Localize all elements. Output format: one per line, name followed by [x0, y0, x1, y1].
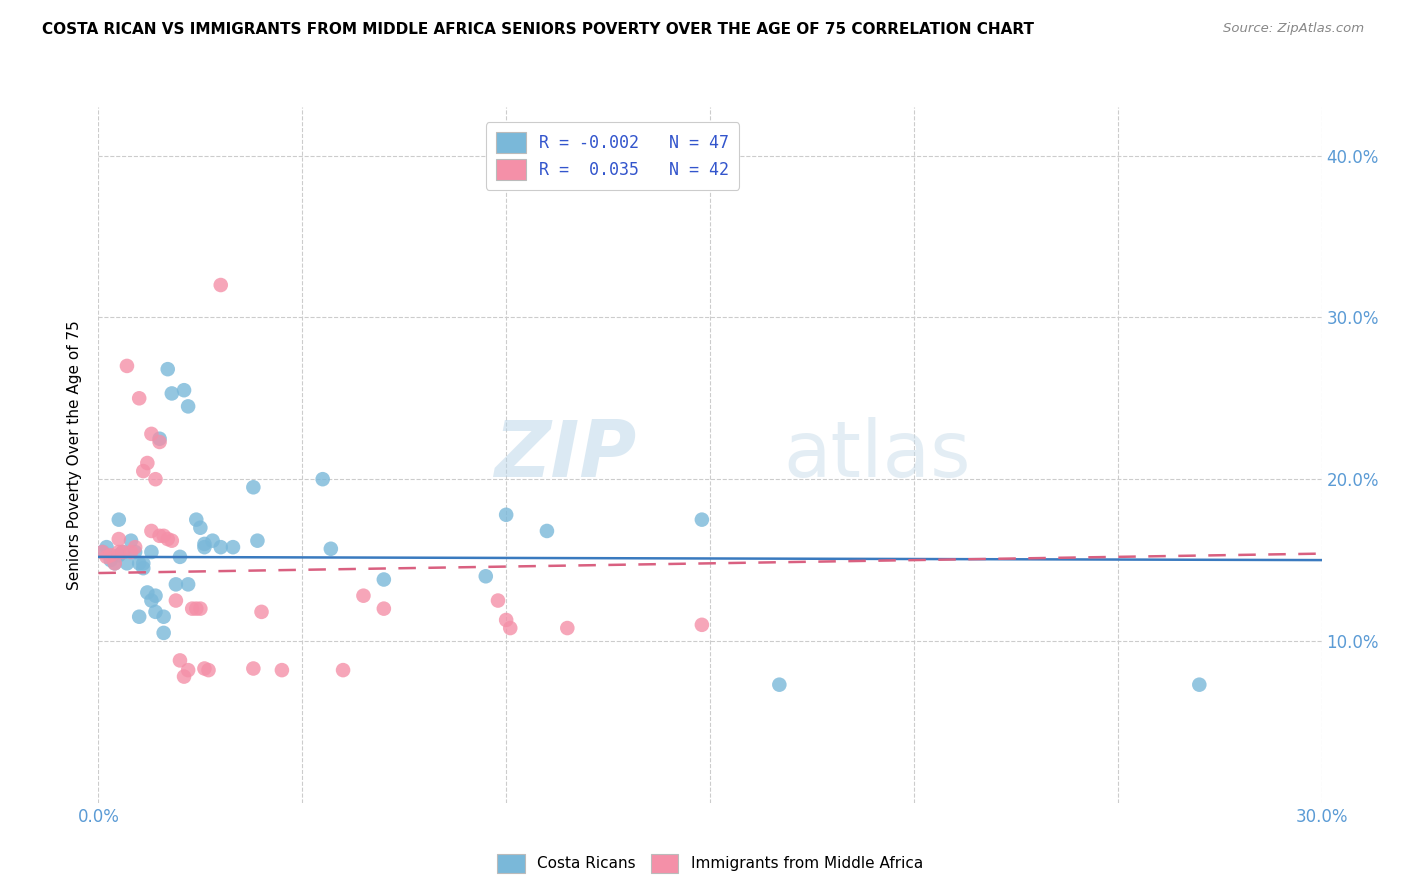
Point — [242, 661, 264, 675]
Point — [486, 593, 509, 607]
Text: atlas: atlas — [783, 417, 972, 493]
Point — [495, 508, 517, 522]
Point — [177, 577, 200, 591]
Point — [201, 533, 224, 548]
Point — [100, 548, 122, 562]
Point — [332, 663, 354, 677]
Point — [132, 561, 155, 575]
Point — [186, 513, 208, 527]
Point — [250, 605, 273, 619]
Point — [188, 601, 212, 615]
Text: COSTA RICAN VS IMMIGRANTS FROM MIDDLE AFRICA SENIORS POVERTY OVER THE AGE OF 75 : COSTA RICAN VS IMMIGRANTS FROM MIDDLE AF… — [42, 22, 1035, 37]
Point — [193, 540, 215, 554]
Point — [120, 545, 142, 559]
Point — [91, 545, 114, 559]
Point — [474, 569, 498, 583]
Point — [124, 545, 146, 559]
Point — [690, 617, 713, 632]
Point — [145, 472, 167, 486]
Point — [136, 456, 159, 470]
Point — [132, 557, 155, 571]
Point — [96, 549, 118, 564]
Point — [186, 601, 208, 615]
Point — [246, 533, 269, 548]
Point — [222, 540, 245, 554]
Point — [193, 661, 215, 675]
Point — [141, 593, 163, 607]
Point — [128, 392, 150, 406]
Point — [141, 426, 163, 441]
Point — [108, 545, 131, 559]
Point — [141, 545, 163, 559]
Point — [209, 540, 232, 554]
Point — [108, 513, 131, 527]
Point — [197, 663, 219, 677]
Point — [495, 613, 517, 627]
Point — [173, 670, 195, 684]
Point — [177, 400, 200, 414]
Point — [319, 541, 342, 556]
Point — [152, 626, 174, 640]
Text: ZIP: ZIP — [495, 417, 637, 493]
Point — [209, 278, 232, 293]
Point — [96, 540, 118, 554]
Point — [270, 663, 294, 677]
Point — [188, 521, 212, 535]
Point — [160, 386, 183, 401]
Point — [132, 464, 155, 478]
Legend: Costa Ricans, Immigrants from Middle Africa: Costa Ricans, Immigrants from Middle Afr… — [491, 847, 929, 879]
Point — [165, 593, 187, 607]
Point — [193, 537, 215, 551]
Point — [149, 434, 172, 449]
Point — [181, 601, 204, 615]
Point — [152, 609, 174, 624]
Point — [104, 557, 127, 571]
Point — [136, 585, 159, 599]
Point — [373, 601, 395, 615]
Point — [169, 653, 191, 667]
Point — [177, 663, 200, 677]
Point — [115, 359, 138, 373]
Point — [156, 362, 179, 376]
Point — [768, 678, 790, 692]
Y-axis label: Seniors Poverty Over the Age of 75: Seniors Poverty Over the Age of 75 — [67, 320, 83, 590]
Point — [111, 545, 134, 559]
Point — [1188, 678, 1211, 692]
Point — [108, 532, 131, 546]
Text: Source: ZipAtlas.com: Source: ZipAtlas.com — [1223, 22, 1364, 36]
Point — [128, 609, 150, 624]
Point — [149, 529, 172, 543]
Point — [145, 589, 167, 603]
Point — [145, 605, 167, 619]
Point — [165, 577, 187, 591]
Point — [115, 557, 138, 571]
Point — [373, 573, 395, 587]
Point — [160, 533, 183, 548]
Point — [352, 589, 374, 603]
Point — [169, 549, 191, 564]
Point — [242, 480, 264, 494]
Point — [91, 545, 114, 559]
Point — [141, 524, 163, 538]
Point — [557, 621, 579, 635]
Point — [120, 533, 142, 548]
Point — [111, 545, 134, 559]
Point — [108, 548, 131, 562]
Point — [124, 540, 146, 554]
Point — [536, 524, 558, 538]
Point — [100, 553, 122, 567]
Point — [156, 532, 179, 546]
Point — [128, 557, 150, 571]
Point — [104, 557, 127, 571]
Point — [690, 513, 713, 527]
Point — [499, 621, 522, 635]
Point — [152, 529, 174, 543]
Point — [312, 472, 335, 486]
Point — [173, 383, 195, 397]
Point — [149, 432, 172, 446]
